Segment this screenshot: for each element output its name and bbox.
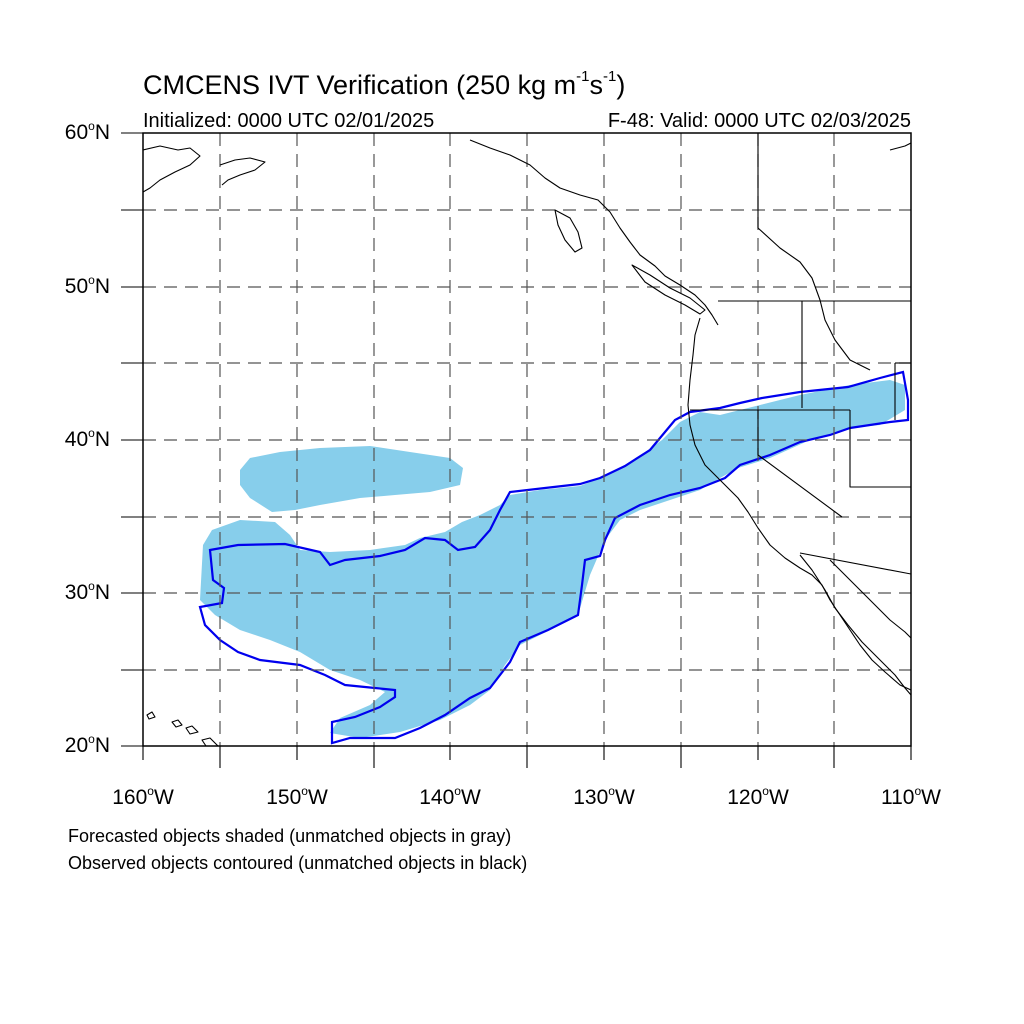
nevada-border [757,410,843,518]
us-west-coast [687,317,911,691]
lon-label-130w: 130oW [573,784,635,809]
init-time-label: Initialized: 0000 UTC 02/01/2025 [143,110,435,132]
mexico-mainland-coast [829,559,911,639]
bc-coast [469,139,719,326]
lon-label-150w: 150oW [266,784,328,809]
lon-label-160w: 160oW [112,784,174,809]
observed-object-contour [198,370,910,745]
lon-label-140w: 140oW [419,784,481,809]
forecast-object-shaded [200,380,905,738]
legend-forecast-note: Forecasted objects shaded (unmatched obj… [68,826,512,846]
lat-label-60n: 60oN [64,119,110,144]
hawaii-islands [146,711,219,746]
lat-label-40n: 40oN [64,426,110,451]
baja-california [799,554,911,696]
lat-label-30n: 30oN [64,579,110,604]
map-title: CMCENS IVT Verification (250 kg m-1s-1) [143,68,626,100]
lat-label-20n: 20oN [64,732,110,757]
lon-label-120w: 120oW [727,784,789,809]
legend-observed-note: Observed objects contoured (unmatched ob… [68,853,528,873]
graticule [143,133,911,746]
lon-label-110w: 110oW [881,784,941,809]
valid-time-label: F-48: Valid: 0000 UTC 02/03/2025 [607,110,911,132]
coastlines [143,133,911,746]
axis-ticks [121,132,912,768]
lat-label-50n: 50oN [64,273,110,298]
alaska-coast [143,145,201,193]
